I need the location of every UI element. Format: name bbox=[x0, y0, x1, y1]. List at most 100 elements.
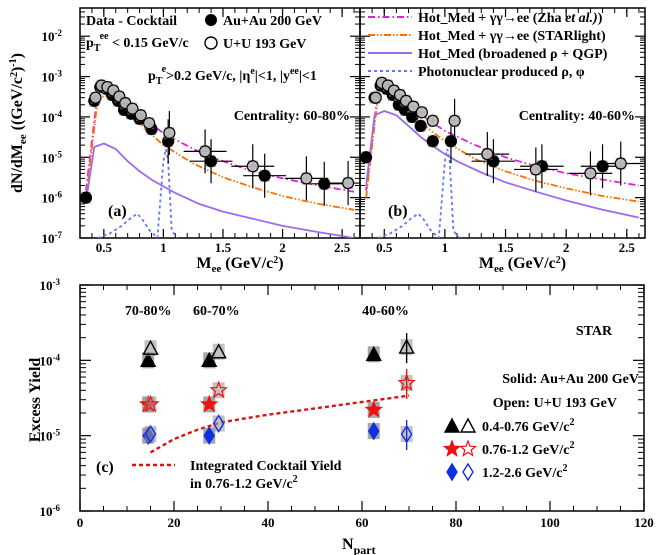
centrality-label: 70-80% bbox=[125, 304, 172, 319]
marker-open-triangle bbox=[398, 338, 415, 354]
x-tick-label: 2 bbox=[563, 240, 570, 255]
legend-label: 0.4-0.76 GeV/c2 bbox=[482, 417, 574, 435]
y-tick-label: 10-3 bbox=[40, 277, 61, 293]
text-star: STAR bbox=[576, 324, 613, 339]
marker-solid-triangle bbox=[365, 345, 382, 362]
panel-label: (c) bbox=[96, 459, 114, 476]
data-point-uu bbox=[584, 167, 597, 180]
y-tick-label: 10-5 bbox=[42, 149, 63, 165]
legend-marker-solid bbox=[443, 417, 461, 433]
marker-open-star bbox=[209, 380, 228, 399]
x-tick-label: 120 bbox=[634, 515, 654, 530]
marker-open-star bbox=[397, 373, 416, 391]
text-data-cocktail: Data - Cocktail bbox=[86, 14, 177, 29]
legend-label: 1.2-2.6 GeV/c2 bbox=[482, 463, 567, 481]
data-point-uu bbox=[341, 176, 355, 190]
text-pt-cut: pTee < 0.15 GeV/c bbox=[86, 31, 189, 54]
data-point-uu bbox=[481, 147, 494, 161]
marker-open-triangle bbox=[142, 339, 159, 355]
y-tick-label: 10-3 bbox=[42, 69, 63, 85]
data-point-uu bbox=[163, 126, 176, 140]
data-point-uu bbox=[199, 145, 212, 158]
y-tick-label: 10-5 bbox=[40, 428, 61, 444]
legend-marker-uu bbox=[204, 36, 218, 50]
data-point-uu bbox=[426, 114, 439, 127]
curve-hotmedeestarlight bbox=[85, 94, 355, 211]
y-tick-label: 10-6 bbox=[40, 503, 61, 519]
cocktail-curve bbox=[149, 394, 410, 454]
data-point-auau bbox=[414, 119, 427, 132]
x-tick-label: 0.5 bbox=[376, 240, 393, 255]
marker-open-triangle bbox=[210, 343, 227, 359]
marker-open-diamond bbox=[400, 424, 413, 444]
panel-label: (a) bbox=[108, 203, 127, 220]
systematic-box bbox=[212, 382, 225, 399]
data-point-uu bbox=[134, 109, 147, 122]
legend-marker-open bbox=[458, 439, 478, 457]
systematic-box bbox=[144, 396, 157, 413]
panel-b: 0.5 1 1.5 2 2.5 (b) Mee (GeV/c2) Centrality: 40… bbox=[359, 7, 646, 275]
y-tick-label: 10-2 bbox=[42, 28, 63, 44]
curve-hotmedbroadenedqgp bbox=[85, 142, 355, 238]
data-point-auau bbox=[258, 169, 271, 182]
data-point-auau bbox=[596, 160, 609, 173]
x-axis-title: Npart bbox=[342, 536, 376, 555]
text-open: Open: U+U 193 GeV bbox=[493, 396, 617, 411]
marker-solid-triangle bbox=[201, 351, 218, 368]
x-tick-label: 2.5 bbox=[619, 240, 636, 255]
y-tick-label: 10-7 bbox=[42, 230, 63, 246]
panel-a: 0.5 1 1.5 2 2.5 10-7 10-6 10-5 10-4 10-3 10-2 (a) Me… bbox=[8, 7, 361, 275]
legend-label: Hot_Med + γγ→ee (Zha et al.)) bbox=[418, 11, 603, 26]
legend-marker-open bbox=[459, 417, 477, 433]
data-point-uu bbox=[448, 114, 461, 127]
x-tick-label: 20 bbox=[168, 515, 181, 530]
panel-c: 0 20 40 60 80 100 120 10-6 10-5 10-4 10-3 Npart Exce… bbox=[27, 277, 654, 555]
legend-marker-solid bbox=[442, 439, 462, 457]
plot-area bbox=[80, 79, 360, 238]
data-point-uu bbox=[369, 91, 382, 104]
panel-label: (b) bbox=[388, 203, 408, 220]
x-tick-label: 0.5 bbox=[96, 240, 113, 255]
y-tick-label: 10-4 bbox=[40, 352, 61, 368]
data-point-auau bbox=[426, 135, 439, 148]
marker-solid-diamond bbox=[367, 421, 380, 441]
curve-hotmedeezhaetal bbox=[85, 87, 355, 193]
data-point-auau bbox=[318, 177, 331, 190]
systematic-box bbox=[212, 343, 225, 360]
data-point-uu bbox=[89, 91, 102, 104]
x-tick-label: 40 bbox=[262, 515, 275, 530]
text-solid: Solid: Au+Au 200 GeV bbox=[502, 372, 639, 387]
marker-solid-diamond bbox=[203, 426, 216, 445]
marker-solid-star bbox=[364, 400, 384, 418]
legend-cocktail-label: Integrated Cocktail Yield bbox=[190, 459, 342, 474]
centrality-label: 40-60% bbox=[362, 304, 409, 319]
marker-solid-star bbox=[199, 394, 219, 413]
data-point-auau bbox=[360, 151, 373, 164]
legend-marker-auau bbox=[205, 14, 217, 26]
x-tick-label: 1.5 bbox=[497, 240, 514, 255]
x-tick-label: 60 bbox=[356, 515, 369, 530]
data-point-auau bbox=[80, 191, 93, 204]
data-point-auau bbox=[444, 135, 458, 148]
marker-open-star bbox=[141, 394, 160, 413]
y-axis-title: dN/dMee ((GeV/c2)-1) bbox=[8, 53, 29, 193]
y-axis-title: Excess Yield bbox=[27, 358, 44, 443]
x-tick-label: 2.5 bbox=[334, 240, 351, 255]
centrality-label: Centrality: 60-80% bbox=[234, 109, 350, 124]
curve-photonuclearproduced bbox=[377, 148, 461, 238]
marker-open-diamond bbox=[144, 424, 157, 444]
legend-label: Hot_Med + γγ→ee (STARlight) bbox=[418, 29, 606, 44]
x-tick-label: 1 bbox=[160, 240, 167, 255]
legend-label-uu: U+U 193 GeV bbox=[223, 37, 306, 52]
legend-label-auau: Au+Au 200 GeV bbox=[223, 14, 322, 29]
data-point-uu bbox=[529, 163, 542, 176]
legend-marker-open bbox=[462, 462, 474, 482]
centrality-label: 60-70% bbox=[193, 304, 240, 319]
x-tick-label: 0 bbox=[77, 515, 84, 530]
legend-label: 0.76-1.2 GeV/c2 bbox=[482, 440, 574, 458]
x-tick-label: 100 bbox=[540, 515, 560, 530]
plot-area bbox=[360, 76, 643, 238]
legend-label: Photonuclear produced ρ, φ bbox=[418, 65, 585, 80]
data-point-uu bbox=[415, 106, 428, 119]
